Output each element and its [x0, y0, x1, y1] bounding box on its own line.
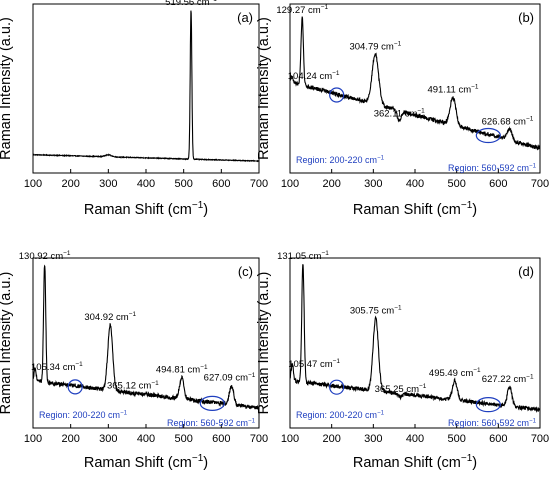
x-tick-label: 500	[174, 433, 192, 445]
plot-frame	[32, 3, 260, 174]
x-axis-label: Raman Shift (cm−1)	[353, 453, 477, 471]
y-axis-label: Raman Intensity (a.u.)	[256, 17, 272, 160]
plot-frame	[289, 257, 541, 429]
region-circle	[475, 397, 501, 413]
peak-label: 304.92 cm−1	[84, 311, 136, 323]
region-label: Region: 200-220 cm−1	[296, 409, 385, 420]
spectrum-line	[32, 264, 260, 411]
y-axis-label: Raman Intensity (a.u.)	[0, 272, 14, 415]
peak-label: 365.25 cm−1	[375, 383, 427, 395]
region-circle	[199, 395, 225, 411]
x-tick-label: 400	[406, 433, 424, 445]
x-tick-label: 300	[99, 178, 117, 190]
x-tick-label: 600	[489, 433, 507, 445]
x-tick-label: 400	[137, 433, 155, 445]
region-circle	[329, 379, 345, 395]
panel-d: 100 200 300 400 500 600 700 105.47 cm−1 131.05 c…	[256, 250, 549, 471]
plot-frame	[289, 3, 541, 174]
peak-label: 626.68 cm−1	[482, 115, 534, 127]
x-tick-label: 300	[364, 433, 382, 445]
x-tick-label: 100	[281, 433, 299, 445]
spectrum-line	[32, 10, 260, 163]
panel-b: 100 200 300 400 500 600 700 104.24 cm−1 129.27 c…	[256, 3, 549, 218]
peak-label: 129.27 cm−1	[276, 4, 328, 16]
peak-label: 131.05 cm−1	[277, 250, 329, 262]
peak-label: 627.22 cm−1	[482, 373, 534, 385]
peak-label: 130.92 cm−1	[19, 250, 71, 262]
peak-label: 104.24 cm−1	[288, 70, 340, 82]
x-tick-label: 100	[24, 433, 42, 445]
x-tick-label: 700	[250, 178, 268, 190]
peak-label: 304.79 cm−1	[349, 41, 401, 53]
x-tick-label: 500	[174, 178, 192, 190]
spectrum-line	[289, 264, 541, 414]
peak-label: 105.34 cm−1	[31, 361, 83, 373]
x-tick-label: 700	[531, 178, 549, 190]
peak-label: 305.75 cm−1	[350, 305, 402, 317]
region-label: Region: 560-592 cm−1	[448, 417, 537, 428]
x-tick-label: 200	[322, 433, 340, 445]
x-tick-label: 400	[406, 178, 424, 190]
panel-a: 100 200 300 400 500 600 700 519.56 cm−1 (a) Raman…	[0, 0, 268, 218]
peak-label: 627.09 cm−1	[204, 372, 256, 384]
x-tick-label: 500	[447, 433, 465, 445]
x-axis-label: Raman Shift (cm−1)	[84, 200, 208, 218]
region-circle	[329, 87, 345, 103]
peak-label: 494.81 cm−1	[156, 364, 208, 376]
region-circle	[475, 127, 501, 144]
x-tick-label: 600	[489, 178, 507, 190]
peak-label: 491.11 cm−1	[427, 84, 478, 96]
region-circle	[67, 379, 83, 395]
x-tick-label: 600	[212, 433, 230, 445]
peak-label: 362.11 cm−1	[374, 108, 425, 120]
x-tick-label: 700	[250, 433, 268, 445]
x-tick-label: 200	[322, 178, 340, 190]
peak-label: 519.56 cm−1	[165, 0, 217, 8]
peak-label: 105.47 cm−1	[288, 358, 340, 370]
region-label: Region: 560-592 cm−1	[448, 162, 537, 173]
region-label: Region: 560-592 cm−1	[167, 417, 256, 428]
y-axis-label: Raman Intensity (a.u.)	[0, 17, 14, 160]
spectrum-line	[289, 16, 541, 151]
x-tick-label: 500	[447, 178, 465, 190]
x-tick-label: 200	[61, 178, 79, 190]
peak-label: 495.49 cm−1	[429, 367, 481, 379]
panel-label: (b)	[518, 10, 534, 25]
peak-label: 365.12 cm−1	[107, 380, 159, 392]
x-tick-label: 300	[364, 178, 382, 190]
x-tick-label: 100	[24, 178, 42, 190]
x-tick-label: 600	[212, 178, 230, 190]
x-axis-label: Raman Shift (cm−1)	[84, 453, 208, 471]
panel-c: 100 200 300 400 500 600 700 105.34 cm−1 130.92 c…	[0, 250, 268, 471]
x-tick-label: 200	[61, 433, 79, 445]
x-tick-label: 400	[137, 178, 155, 190]
x-tick-label: 700	[531, 433, 549, 445]
region-label: Region: 200-220 cm−1	[39, 409, 128, 420]
panel-label: (c)	[238, 264, 253, 279]
region-label: Region: 200-220 cm−1	[296, 154, 385, 165]
x-tick-label: 100	[281, 178, 299, 190]
x-tick-label: 300	[99, 433, 117, 445]
panel-label: (a)	[237, 10, 253, 25]
x-axis-label: Raman Shift (cm−1)	[353, 200, 477, 218]
y-axis-label: Raman Intensity (a.u.)	[256, 272, 272, 415]
panel-label: (d)	[518, 264, 534, 279]
